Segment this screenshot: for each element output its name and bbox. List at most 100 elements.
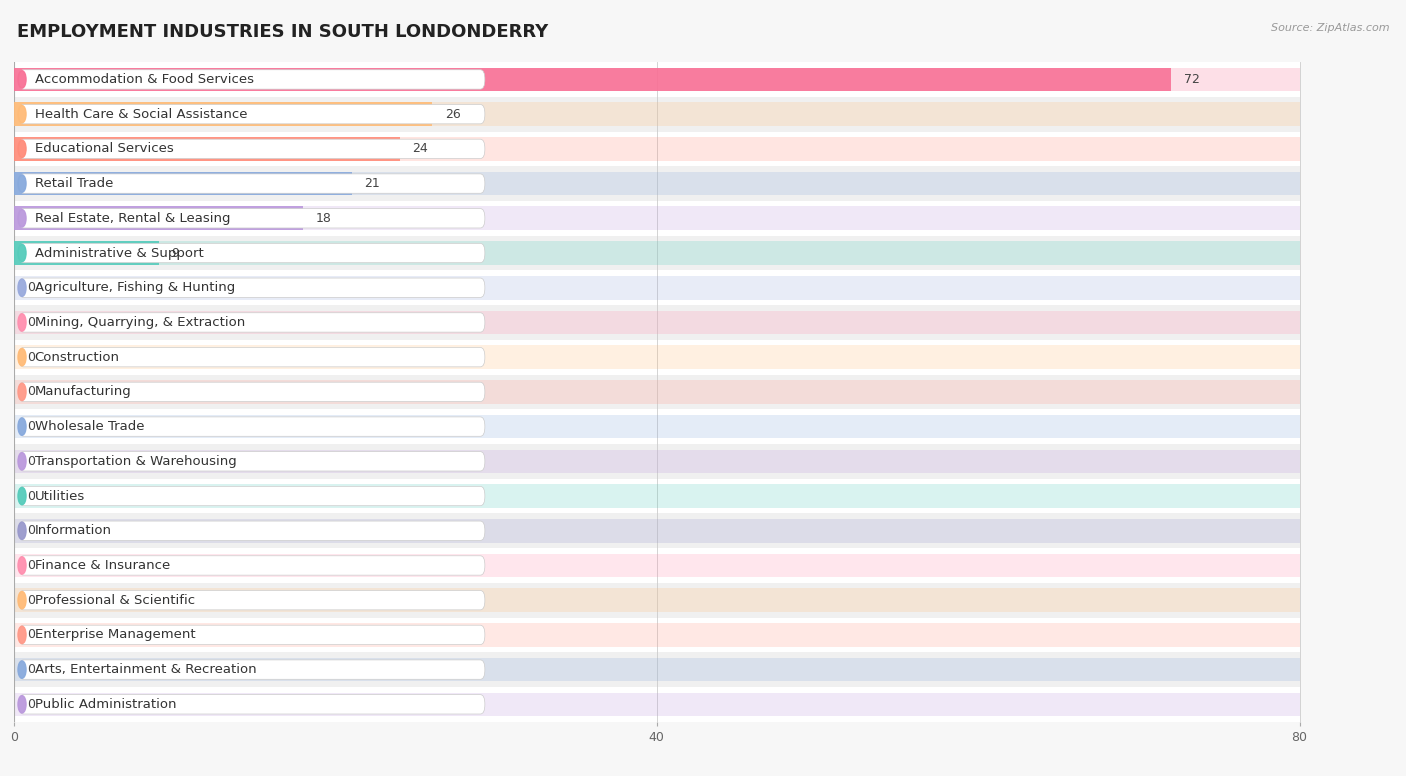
Bar <box>14 171 352 196</box>
FancyBboxPatch shape <box>18 139 485 158</box>
Bar <box>14 687 1299 722</box>
Bar <box>14 340 1299 375</box>
Bar <box>14 380 1299 404</box>
Text: 0: 0 <box>27 629 35 642</box>
Bar <box>14 102 432 126</box>
Bar <box>14 484 1299 508</box>
Text: Source: ZipAtlas.com: Source: ZipAtlas.com <box>1271 23 1389 33</box>
Bar <box>14 131 1299 166</box>
Bar <box>14 97 1299 131</box>
Bar <box>14 345 1299 369</box>
FancyBboxPatch shape <box>18 348 485 367</box>
FancyBboxPatch shape <box>18 452 485 471</box>
Bar <box>14 514 1299 548</box>
FancyBboxPatch shape <box>18 313 485 332</box>
Text: 0: 0 <box>27 351 35 364</box>
Text: Public Administration: Public Administration <box>35 698 176 711</box>
Circle shape <box>18 661 27 678</box>
Text: 18: 18 <box>316 212 332 225</box>
FancyBboxPatch shape <box>18 521 485 540</box>
Text: 0: 0 <box>27 386 35 398</box>
Circle shape <box>18 522 27 539</box>
Text: EMPLOYMENT INDUSTRIES IN SOUTH LONDONDERRY: EMPLOYMENT INDUSTRIES IN SOUTH LONDONDER… <box>17 23 548 41</box>
Bar <box>14 519 1299 542</box>
Circle shape <box>18 314 27 331</box>
Text: Information: Information <box>35 525 111 537</box>
FancyBboxPatch shape <box>18 591 485 610</box>
Text: Accommodation & Food Services: Accommodation & Food Services <box>35 73 253 86</box>
Text: 0: 0 <box>27 698 35 711</box>
Circle shape <box>18 452 27 470</box>
Circle shape <box>18 140 27 158</box>
FancyBboxPatch shape <box>18 625 485 645</box>
Bar <box>14 375 1299 409</box>
Text: Professional & Scientific: Professional & Scientific <box>35 594 194 607</box>
Circle shape <box>18 279 27 296</box>
Bar <box>14 270 1299 305</box>
Bar <box>14 206 1299 230</box>
Text: Manufacturing: Manufacturing <box>35 386 131 398</box>
Bar <box>14 241 1299 265</box>
Bar <box>14 206 304 230</box>
Bar <box>14 692 1299 716</box>
Text: Educational Services: Educational Services <box>35 142 173 155</box>
Bar <box>14 276 1299 300</box>
Bar <box>14 653 1299 687</box>
FancyBboxPatch shape <box>18 660 485 679</box>
Text: Retail Trade: Retail Trade <box>35 177 112 190</box>
Bar <box>14 618 1299 653</box>
Bar <box>14 658 1299 681</box>
Text: Enterprise Management: Enterprise Management <box>35 629 195 642</box>
Circle shape <box>18 487 27 504</box>
Text: Construction: Construction <box>35 351 120 364</box>
Circle shape <box>18 348 27 365</box>
FancyBboxPatch shape <box>18 209 485 228</box>
Circle shape <box>18 626 27 643</box>
Bar <box>14 623 1299 646</box>
FancyBboxPatch shape <box>18 695 485 714</box>
Bar <box>14 444 1299 479</box>
Bar <box>14 137 399 161</box>
Text: Arts, Entertainment & Recreation: Arts, Entertainment & Recreation <box>35 663 256 676</box>
Text: 0: 0 <box>27 490 35 503</box>
Bar <box>14 166 1299 201</box>
FancyBboxPatch shape <box>18 383 485 401</box>
Text: 24: 24 <box>412 142 429 155</box>
Text: 0: 0 <box>27 525 35 537</box>
Text: 0: 0 <box>27 559 35 572</box>
Bar <box>14 305 1299 340</box>
Bar <box>14 449 1299 473</box>
Bar <box>14 236 1299 270</box>
Text: 0: 0 <box>27 663 35 676</box>
Circle shape <box>18 418 27 435</box>
Circle shape <box>18 175 27 192</box>
Text: 72: 72 <box>1184 73 1199 86</box>
Text: 9: 9 <box>172 247 180 259</box>
Text: 21: 21 <box>364 177 380 190</box>
FancyBboxPatch shape <box>18 556 485 575</box>
Circle shape <box>18 556 27 574</box>
Bar <box>14 201 1299 236</box>
Circle shape <box>18 71 27 88</box>
Bar <box>14 409 1299 444</box>
Text: 0: 0 <box>27 455 35 468</box>
Text: Utilities: Utilities <box>35 490 84 503</box>
Circle shape <box>18 210 27 227</box>
Circle shape <box>18 244 27 262</box>
Text: Real Estate, Rental & Leasing: Real Estate, Rental & Leasing <box>35 212 231 225</box>
Bar <box>14 479 1299 514</box>
Bar <box>14 415 1299 438</box>
Text: 0: 0 <box>27 281 35 294</box>
Circle shape <box>18 591 27 609</box>
FancyBboxPatch shape <box>18 70 485 89</box>
Text: Health Care & Social Assistance: Health Care & Social Assistance <box>35 108 247 120</box>
Bar <box>14 68 1299 92</box>
Bar <box>14 548 1299 583</box>
FancyBboxPatch shape <box>18 105 485 124</box>
Circle shape <box>18 106 27 123</box>
Bar <box>14 241 159 265</box>
Bar <box>14 553 1299 577</box>
Bar <box>14 588 1299 612</box>
Text: 0: 0 <box>27 594 35 607</box>
Bar <box>14 68 1171 92</box>
